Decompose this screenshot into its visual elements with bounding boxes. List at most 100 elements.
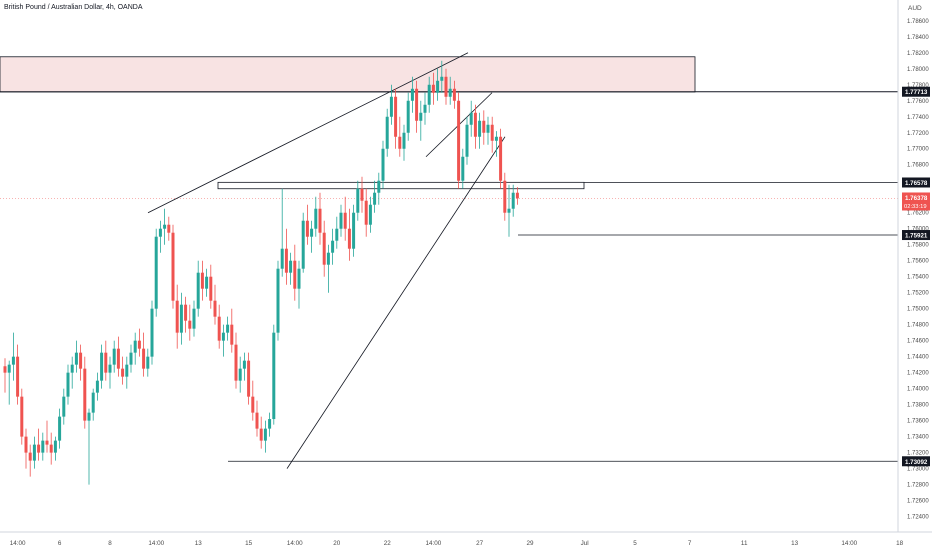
price-label-bg	[902, 86, 930, 97]
y-tick-label: 1.73000	[907, 467, 929, 473]
candle-body	[37, 444, 41, 453]
candle-body	[171, 232, 175, 301]
candle-body	[389, 96, 393, 117]
candle-body	[486, 124, 490, 133]
y-tick-label: 1.73600	[907, 419, 929, 425]
candle-body	[406, 100, 410, 133]
candle-body	[125, 364, 129, 377]
candle-body	[79, 352, 83, 369]
y-tick-label: 1.75800	[907, 243, 929, 249]
lower-trendline	[286, 136, 506, 469]
candle-body	[515, 192, 519, 199]
y-tick-label: 1.72600	[907, 499, 929, 505]
y-tick-label: 1.75600	[907, 259, 929, 265]
candle-body	[398, 136, 402, 149]
candle-body	[410, 88, 414, 101]
candle-body	[83, 368, 87, 421]
candle-body	[62, 396, 66, 417]
x-tick-label: 18	[896, 540, 904, 547]
candle-body	[28, 452, 32, 461]
candle-body	[58, 416, 62, 441]
candle-body	[326, 252, 330, 265]
candle-body	[87, 412, 91, 421]
candle-body	[318, 208, 322, 233]
candle-body	[402, 132, 406, 149]
price-label-bg	[902, 177, 930, 188]
candle-body	[20, 396, 24, 437]
candle-body	[121, 368, 125, 377]
current-price-bg	[902, 192, 930, 211]
candle-body	[360, 188, 364, 201]
candle-body	[255, 412, 259, 429]
countdown-timer: 02:33:19	[904, 204, 927, 210]
y-tick-label: 1.73400	[907, 435, 929, 441]
candle-body	[347, 228, 351, 249]
candle-body	[167, 224, 171, 233]
y-tick-label: 1.77600	[907, 99, 929, 105]
candle-body	[66, 372, 70, 397]
candle-body	[230, 324, 234, 345]
candle-body	[209, 276, 213, 301]
candle-body	[11, 356, 15, 365]
candle-body	[339, 212, 343, 229]
candle-body	[503, 180, 507, 213]
x-tick-label: 29	[526, 540, 534, 547]
candle-body	[188, 320, 192, 329]
x-tick-label: 5	[633, 540, 637, 547]
candle-body	[150, 308, 154, 357]
x-tick-label: 7	[688, 540, 692, 547]
candle-body	[200, 272, 204, 289]
x-tick-label: 11	[741, 540, 748, 547]
y-tick-label: 1.77800	[907, 83, 929, 89]
candle-body	[116, 348, 120, 369]
candle-body	[196, 272, 200, 309]
y-tick-label: 1.74800	[907, 323, 929, 329]
candle-body	[16, 356, 20, 397]
price-label-bg	[902, 230, 930, 241]
candle-body	[108, 364, 112, 373]
candle-body	[142, 348, 146, 369]
y-tick-label: 1.74400	[907, 355, 929, 361]
candle-body	[415, 88, 419, 121]
y-tick-label: 1.75200	[907, 291, 929, 297]
candle-body	[184, 304, 188, 321]
candle-body	[242, 360, 246, 369]
x-tick-label: 15	[245, 540, 253, 547]
x-tick-label: 20	[333, 540, 341, 547]
candle-body	[385, 116, 389, 149]
candle-body	[314, 208, 318, 229]
candle-body	[322, 232, 326, 265]
candle-body	[440, 76, 444, 81]
resistance-zone	[0, 56, 696, 93]
candle-body	[163, 224, 167, 229]
price-label: 1.75921	[905, 233, 928, 240]
candle-body	[335, 228, 339, 241]
candle-body	[419, 112, 423, 121]
candle-body	[221, 332, 225, 341]
candle-body	[32, 444, 36, 461]
candle-body	[511, 192, 515, 209]
candle-body	[448, 88, 452, 97]
price-label-bg	[902, 456, 930, 467]
candle-body	[331, 240, 335, 253]
candle-body	[444, 76, 448, 97]
current-price-label: 1.76378	[905, 195, 928, 202]
candle-body	[507, 208, 511, 213]
candle-body	[305, 220, 309, 237]
candle-body	[457, 100, 461, 181]
price-label: 1.73092	[905, 459, 928, 466]
candle-body	[24, 436, 28, 453]
y-tick-label: 1.74000	[907, 387, 929, 393]
x-tick-label: 27	[476, 540, 484, 547]
candle-body	[74, 352, 78, 365]
candle-body	[284, 248, 288, 273]
y-tick-label: 1.77400	[907, 115, 929, 121]
candle-body	[251, 396, 255, 413]
y-tick-label: 1.72400	[907, 515, 929, 521]
candle-body	[499, 136, 503, 181]
y-tick-label: 1.77200	[907, 131, 929, 137]
y-tick-label: 1.78400	[907, 35, 929, 41]
price-label: 1.76578	[905, 180, 928, 187]
